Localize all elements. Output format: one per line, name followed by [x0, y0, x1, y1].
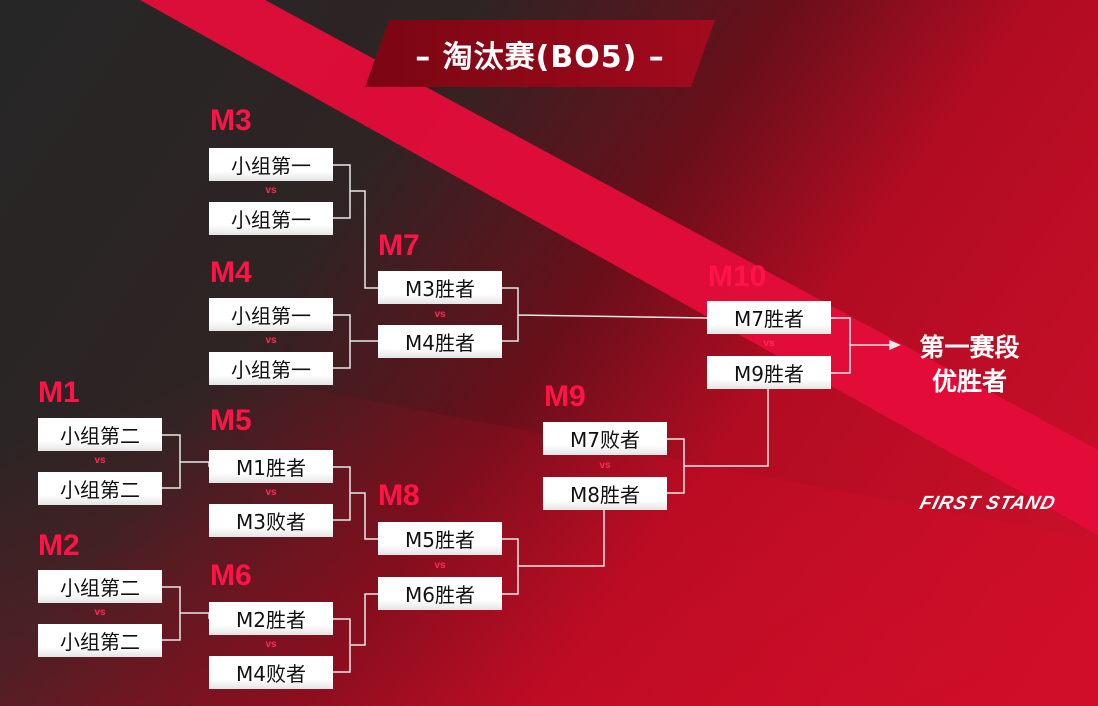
vs-label: vs: [265, 335, 277, 346]
team-slot: 小组第一: [209, 352, 333, 385]
match-label-m7: M7: [378, 229, 420, 262]
connector-m7: [502, 287, 708, 342]
vs-label: vs: [94, 455, 106, 466]
vs-label: vs: [265, 639, 277, 650]
team-slot: M1胜者: [209, 450, 333, 483]
team-slot: M3败者: [209, 504, 333, 537]
vs-label: vs: [599, 460, 611, 471]
team-slot: M4胜者: [378, 325, 502, 358]
first-stand-logo: FIRST STAND: [917, 493, 1059, 514]
team-slot: M8胜者: [543, 477, 667, 510]
team-slot: 小组第一: [209, 298, 333, 331]
connector-m1: [162, 434, 210, 489]
team-slot: 小组第二: [38, 570, 162, 603]
team-slot: M7胜者: [707, 301, 831, 334]
team-slot: M4败者: [209, 656, 333, 689]
match-label-m4: M4: [210, 256, 252, 289]
team-slot: M6胜者: [378, 577, 502, 610]
final-line-2: 优胜者: [931, 367, 1007, 396]
page-title: – 淘汰赛(BO5) –: [415, 39, 665, 75]
team-slot: 小组第一: [209, 202, 333, 235]
vs-label: vs: [265, 487, 277, 498]
match-label-m6: M6: [210, 559, 252, 592]
match-label-m1: M1: [38, 376, 80, 409]
connector-m5: [333, 466, 378, 540]
final-line-1: 第一赛段: [919, 333, 1020, 362]
vs-label: vs: [763, 338, 775, 349]
team-slot: M9胜者: [707, 356, 831, 389]
connector-m3: [333, 164, 378, 289]
match-label-m10: M10: [708, 260, 767, 293]
connector-m2: [162, 586, 210, 641]
final-winner: 第一赛段 优胜者: [912, 331, 1027, 399]
vs-label: vs: [265, 185, 277, 196]
connector-m8: [502, 510, 605, 595]
connector-m6: [333, 593, 378, 673]
team-slot: M3胜者: [378, 271, 502, 304]
connector-m4: [333, 314, 378, 369]
match-label-m2: M2: [38, 529, 80, 562]
vs-label: vs: [94, 607, 106, 618]
match-label-m9: M9: [544, 380, 586, 413]
team-slot: M7败者: [543, 422, 667, 455]
match-label-m3: M3: [210, 104, 252, 137]
team-slot: 小组第二: [38, 418, 162, 451]
arrow-icon: [889, 339, 901, 351]
title-banner: – 淘汰赛(BO5) –: [365, 20, 715, 87]
team-slot: M2胜者: [209, 602, 333, 635]
team-slot: 小组第二: [38, 472, 162, 505]
match-label-m8: M8: [378, 479, 420, 512]
vs-label: vs: [434, 560, 446, 571]
match-label-m5: M5: [210, 404, 252, 437]
connector-m9: [667, 389, 769, 494]
connector-m10: [831, 317, 895, 374]
team-slot: 小组第一: [209, 148, 333, 181]
vs-label: vs: [434, 309, 446, 320]
team-slot: 小组第二: [38, 624, 162, 657]
team-slot: M5胜者: [378, 522, 502, 555]
